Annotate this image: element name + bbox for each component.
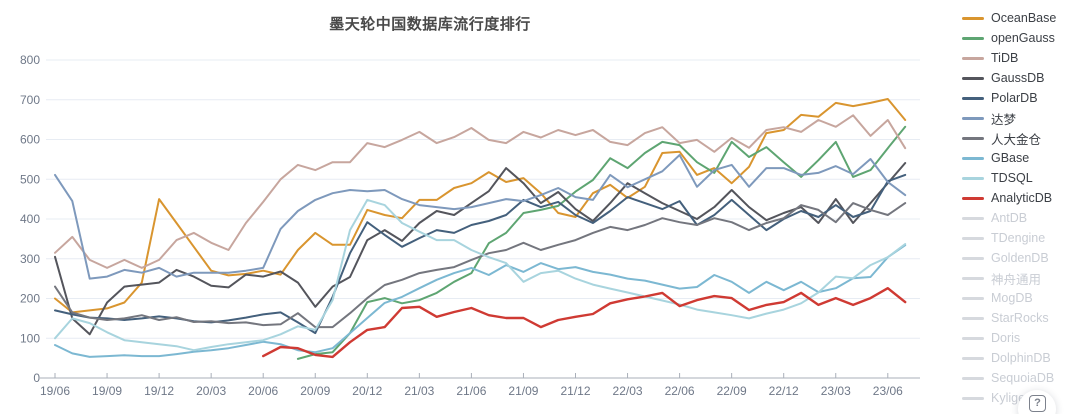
legend-label: TDengine [991, 231, 1046, 245]
legend-item-Doris[interactable]: Doris [962, 328, 1080, 348]
series-line-GBase [54, 244, 907, 358]
legend-item-StarRocks[interactable]: StarRocks [962, 308, 1080, 328]
x-tick-label: 22/06 [665, 384, 695, 398]
legend-label: AntDB [991, 211, 1028, 225]
legend-swatch-icon [962, 116, 984, 120]
legend-label: openGauss [991, 31, 1055, 45]
legend-item-SequoiaDB[interactable]: SequoiaDB [962, 368, 1080, 388]
y-tick-label: 0 [33, 371, 40, 385]
legend-label: GoldenDB [991, 251, 1049, 265]
legend-label: TDSQL [991, 171, 1033, 185]
legend-swatch-icon [962, 296, 984, 300]
y-tick-label: 200 [20, 292, 40, 306]
x-tick-label: 22/12 [769, 384, 799, 398]
legend-item-PolarDB[interactable]: PolarDB [962, 88, 1080, 108]
x-tick-label: 19/09 [92, 384, 122, 398]
x-tick-label: 23/06 [873, 384, 903, 398]
legend-label: Doris [991, 331, 1021, 345]
legend-swatch-icon [962, 36, 984, 40]
help-button[interactable]: ? [1018, 390, 1056, 414]
legend-label: AnalyticDB [991, 191, 1053, 205]
legend-swatch-icon [962, 396, 984, 400]
help-question-icon: ? [1029, 395, 1046, 412]
legend-label: GBase [991, 151, 1030, 165]
series-line-OceanBase [54, 98, 907, 314]
series-line-TDSQL [54, 198, 907, 352]
legend-label: TiDB [991, 51, 1019, 65]
legend-swatch-icon [962, 356, 984, 360]
x-tick-label: 21/12 [560, 384, 590, 398]
legend-swatch-icon [962, 156, 984, 160]
legend-swatch-icon [962, 76, 984, 80]
legend-label: DolphinDB [991, 351, 1051, 365]
legend-swatch-icon [962, 256, 984, 260]
x-tick-label: 23/03 [821, 384, 851, 398]
x-tick-label: 21/03 [404, 384, 434, 398]
legend-swatch-icon [962, 376, 984, 380]
x-tick-label: 20/03 [196, 384, 226, 398]
series-line-达梦 [54, 154, 907, 280]
legend-label: SequoiaDB [991, 371, 1055, 385]
y-tick-label: 800 [20, 53, 40, 67]
chart-title: 墨天轮中国数据库流行度排行 [329, 16, 531, 33]
legend-label: OceanBase [991, 11, 1057, 25]
legend-label: 人大金仓 [991, 132, 1042, 147]
series-line-TiDB [54, 114, 907, 269]
legend-swatch-icon [962, 316, 984, 320]
legend-swatch-icon [962, 56, 984, 60]
legend-swatch-icon [962, 196, 984, 200]
legend-item-OceanBase[interactable]: OceanBase [962, 8, 1080, 28]
x-tick-label: 20/06 [248, 384, 278, 398]
x-tick-label: 20/12 [352, 384, 382, 398]
x-tick-label: 19/12 [144, 384, 174, 398]
x-tick-label: 22/09 [717, 384, 747, 398]
y-tick-label: 500 [20, 172, 40, 186]
chart-legend: OceanBase openGauss TiDB GaussDB PolarDB 达梦人大… [962, 8, 1080, 408]
legend-item-AnalyticDB[interactable]: AnalyticDB [962, 188, 1080, 208]
legend-label: MogDB [991, 291, 1033, 305]
legend-item-达梦[interactable]: 达梦 [962, 108, 1080, 128]
legend-label: 达梦 [991, 112, 1017, 127]
legend-item-TDengine[interactable]: TDengine [962, 228, 1080, 248]
x-tick-label: 22/03 [613, 384, 643, 398]
legend-item-TDSQL[interactable]: TDSQL [962, 168, 1080, 188]
legend-item-MogDB[interactable]: MogDB [962, 288, 1080, 308]
series-line-AnalyticDB [262, 287, 907, 359]
y-tick-label: 100 [20, 331, 40, 345]
y-tick-label: 600 [20, 133, 40, 147]
legend-item-GBase[interactable]: GBase [962, 148, 1080, 168]
x-tick-label: 19/06 [40, 384, 70, 398]
legend-item-AntDB[interactable]: AntDB [962, 208, 1080, 228]
y-tick-label: 300 [20, 252, 40, 266]
legend-swatch-icon [962, 136, 984, 140]
series-line-人大金仓 [54, 202, 907, 329]
popularity-line-chart: 0 100 200 300 400 500 600 700 800 19/06 19/09 19/12… [20, 53, 920, 398]
legend-item-openGauss[interactable]: openGauss [962, 28, 1080, 48]
legend-swatch-icon [962, 16, 984, 20]
legend-swatch-icon [962, 96, 984, 100]
x-tick-label: 20/09 [300, 384, 330, 398]
legend-swatch-icon [962, 216, 984, 220]
legend-item-人大金仓[interactable]: 人大金仓 [962, 128, 1080, 148]
legend-swatch-icon [962, 236, 984, 240]
legend-swatch-icon [962, 276, 984, 280]
x-tick-label: 21/06 [456, 384, 486, 398]
legend-item-GoldenDB[interactable]: GoldenDB [962, 248, 1080, 268]
y-tick-label: 400 [20, 212, 40, 226]
legend-item-神舟通用[interactable]: 神舟通用 [962, 268, 1080, 288]
x-tick-label: 21/09 [508, 384, 538, 398]
legend-item-GaussDB[interactable]: GaussDB [962, 68, 1080, 88]
legend-label: 神舟通用 [991, 272, 1042, 287]
y-tick-label: 700 [20, 93, 40, 107]
legend-label: StarRocks [991, 311, 1049, 325]
legend-swatch-icon [962, 336, 984, 340]
legend-item-DolphinDB[interactable]: DolphinDB [962, 348, 1080, 368]
series-line-GaussDB [54, 162, 907, 336]
legend-label: PolarDB [991, 91, 1038, 105]
legend-swatch-icon [962, 176, 984, 180]
legend-label: GaussDB [991, 71, 1045, 85]
legend-item-TiDB[interactable]: TiDB [962, 48, 1080, 68]
